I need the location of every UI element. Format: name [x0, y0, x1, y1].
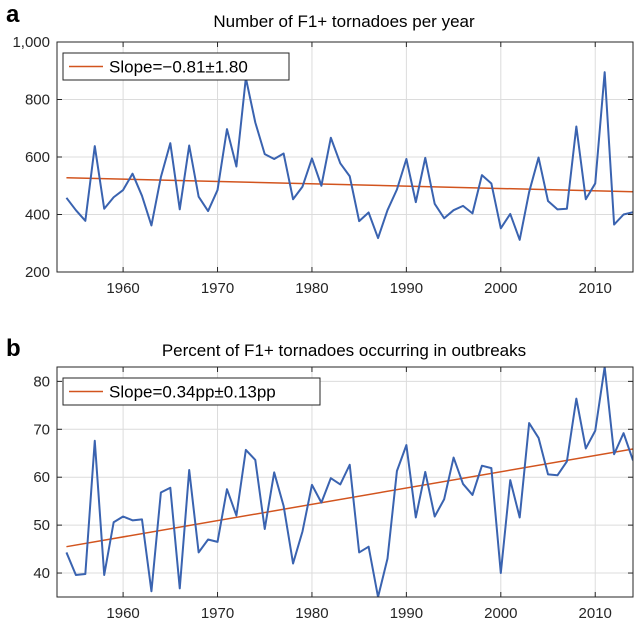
panel-b-title: Percent of F1+ tornadoes occurring in ou…	[162, 341, 526, 360]
panel-a-x-tick-label: 1960	[106, 280, 139, 297]
panel-a-x-tick-label: 1980	[295, 280, 328, 297]
panel-b-x-tick-label: 2000	[484, 605, 517, 622]
panel-a-label: a	[6, 1, 20, 28]
panel-a-x-tick-label: 1970	[201, 280, 234, 297]
panel-b-trend-line	[66, 448, 633, 548]
panel-a-legend-box	[62, 52, 290, 81]
panel-b-series-line	[65, 367, 633, 597]
panel-a-x-tick-label: 2000	[484, 280, 517, 297]
panel-b-legend-box	[62, 377, 321, 406]
panel-b-plot-frame	[56, 366, 634, 598]
panel-b-y-tick-label: 70	[33, 421, 50, 438]
panel-b-legend: Slope=0.34pp±0.13pp	[62, 377, 321, 406]
panel-b-x-tick-label: 1970	[201, 605, 234, 622]
panel-a-legend: Slope=−0.81±1.80	[62, 52, 290, 81]
panel-a-lines	[65, 71, 633, 241]
panel-a-title: Number of F1+ tornadoes per year	[213, 12, 475, 31]
panel-b-y-tick-label: 80	[33, 373, 50, 390]
panel-b-label: b	[6, 335, 21, 362]
panel-a-ticks: 1960 1970 1980 1990 2000 2010 200 400 600 800 1,00…	[12, 34, 633, 297]
panel-a-y-tick-label: 600	[25, 149, 50, 166]
panel-b-ticks: 1960 1970 1980 1990 2000 2010 40 50 60 70 80	[33, 367, 633, 622]
panel-a-series-line	[65, 71, 633, 241]
panel-a-y-tick-label: 200	[25, 264, 50, 281]
panel-b-x-tick-label: 1980	[295, 605, 328, 622]
panel-a-legend-text: Slope=−0.81±1.80	[109, 58, 248, 77]
panel-b-y-tick-label: 50	[33, 517, 50, 534]
panel-b-legend-text: Slope=0.34pp±0.13pp	[109, 383, 276, 402]
panel-a-x-tick-label: 1990	[390, 280, 423, 297]
panel-b-lines	[65, 367, 633, 597]
panel-b: b Percent of F1+ tornadoes occurring in …	[6, 335, 634, 622]
panel-b-x-tick-label: 1960	[106, 605, 139, 622]
panel-a-x-tick-label: 2010	[579, 280, 612, 297]
panel-a-y-tick-label: 1,000	[12, 34, 50, 51]
panel-b-x-tick-label: 1990	[390, 605, 423, 622]
panel-b-y-tick-label: 60	[33, 469, 50, 486]
panel-b-y-tick-label: 40	[33, 565, 50, 582]
panel-a-y-tick-label: 800	[25, 92, 50, 109]
panel-a: a Number of F1+ tornadoes per year 1960 1…	[6, 1, 634, 297]
panel-a-y-tick-label: 400	[25, 207, 50, 224]
panel-b-x-tick-label: 2010	[579, 605, 612, 622]
